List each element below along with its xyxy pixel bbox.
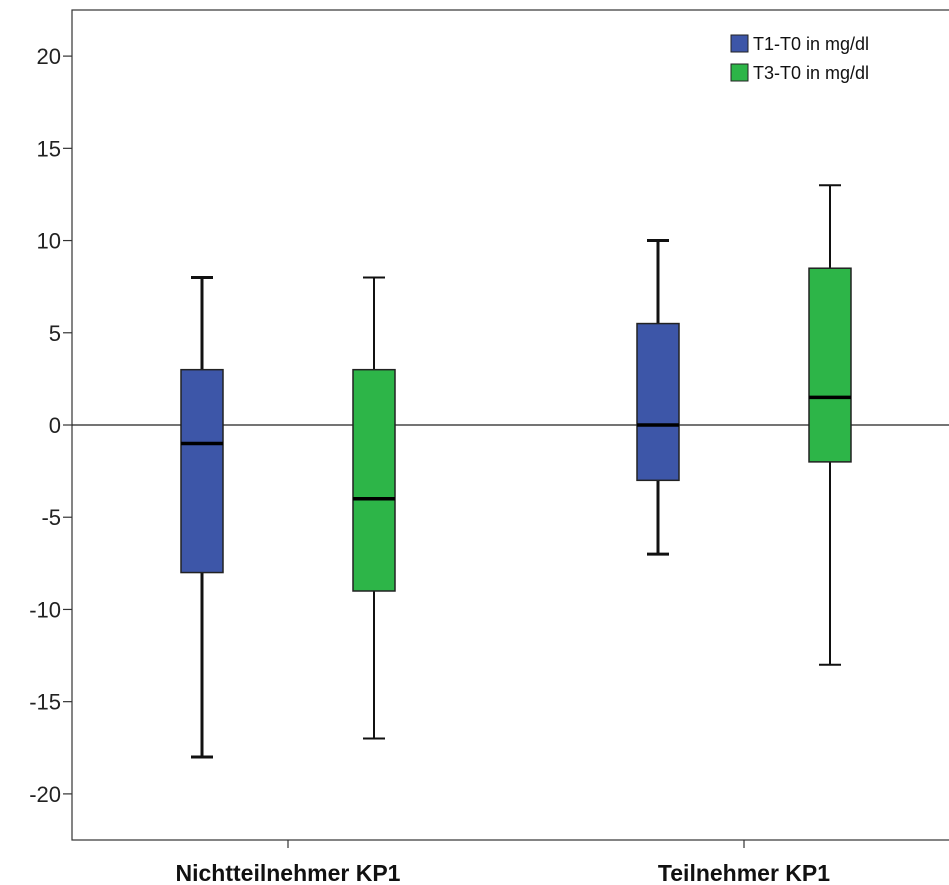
x-category-label: Nichtteilnehmer KP1 [176, 860, 401, 885]
y-tick-label: -20 [29, 782, 61, 807]
box-t1-1 [636, 239, 680, 556]
legend-label-t3: T3-T0 in mg/dl [753, 63, 869, 83]
legend-swatch-t3 [730, 63, 749, 82]
legend-swatch-t1 [730, 34, 749, 53]
y-tick-label: 10 [37, 229, 61, 254]
y-tick-label: 5 [49, 321, 61, 346]
box-t3-0 [352, 276, 396, 740]
y-tick-label: -5 [41, 505, 61, 530]
y-axis: 20 15 10 5 0 -5 -10 -15 -20 [29, 44, 72, 807]
x-axis: Nichtteilnehmer KP1 Teilnehmer KP1 [176, 840, 830, 885]
y-tick-label: 0 [49, 413, 61, 438]
box-iqr [180, 368, 224, 574]
box-t3-1 [808, 184, 852, 666]
x-category-label: Teilnehmer KP1 [658, 860, 830, 885]
box-t1-0 [180, 275, 224, 759]
y-tick-label: 20 [37, 44, 61, 69]
box-iqr [808, 267, 852, 463]
box-plots [180, 184, 852, 759]
y-tick-label: 15 [37, 136, 61, 161]
y-tick-label: -15 [29, 690, 61, 715]
legend-label-t1: T1-T0 in mg/dl [753, 34, 869, 54]
y-tick-label: -10 [29, 597, 61, 622]
box-iqr [636, 322, 680, 482]
box-iqr [352, 368, 396, 592]
legend: T1-T0 in mg/dl T3-T0 in mg/dl [730, 34, 869, 83]
